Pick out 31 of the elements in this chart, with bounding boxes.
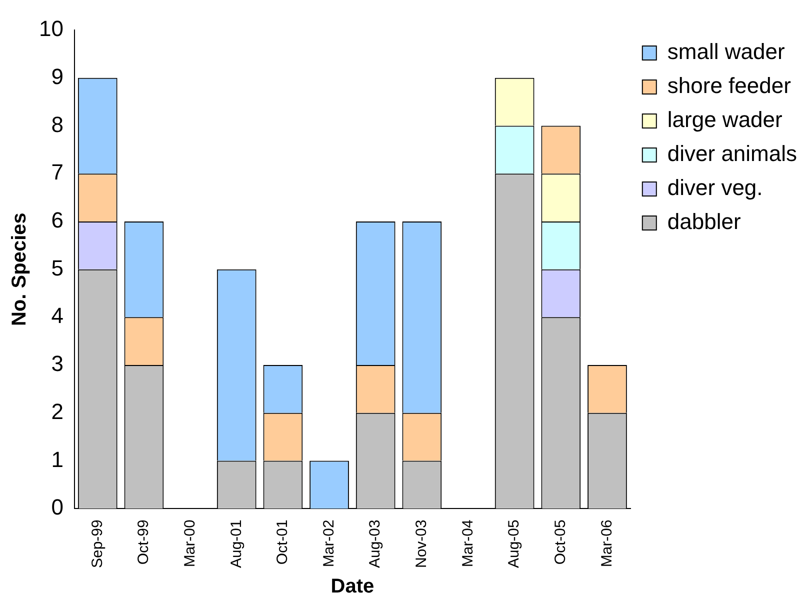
x-tick-label: Aug-05 [506,520,523,568]
x-tick-label: Nov-03 [413,520,430,568]
x-tick-label: Sep-99 [88,520,106,568]
y-axis-title: No. Species [8,212,31,326]
x-tick-label: Aug-03 [366,520,384,568]
legend-label: diver animals [667,141,798,166]
x-tick-label: Mar-00 [181,520,198,568]
legend-label: small wader [667,39,785,64]
y-tick-label: 4 [51,303,64,328]
x-tick-label: Oct-05 [552,520,570,565]
y-tick-label: 3 [51,351,64,376]
x-tick-label: Aug-01 [228,520,245,568]
y-tick-label: 10 [38,16,64,42]
y-tick-label: 1 [51,446,64,472]
y-tick-label: 8 [51,112,64,137]
legend-label: diver veg. [667,175,763,200]
legend-label: large wader [667,107,782,132]
y-tick-label: 6 [51,208,64,233]
legend-label: shore feeder [667,73,791,98]
y-tick-label: 9 [51,64,64,89]
x-tick-label: Mar-06 [598,520,616,568]
y-tick-label: 2 [51,398,64,424]
x-tick-label: Oct-99 [135,520,152,565]
y-tick-label: 5 [51,255,64,280]
x-axis-title: Date [330,576,374,598]
x-tick-label: Mar-02 [320,520,338,568]
y-tick-label: 0 [51,494,64,520]
x-tick-label: Oct-01 [274,520,292,565]
x-tick-label: Mar-04 [459,520,476,568]
y-tick-label: 7 [51,160,64,185]
legend-label: dabbler [667,209,741,234]
